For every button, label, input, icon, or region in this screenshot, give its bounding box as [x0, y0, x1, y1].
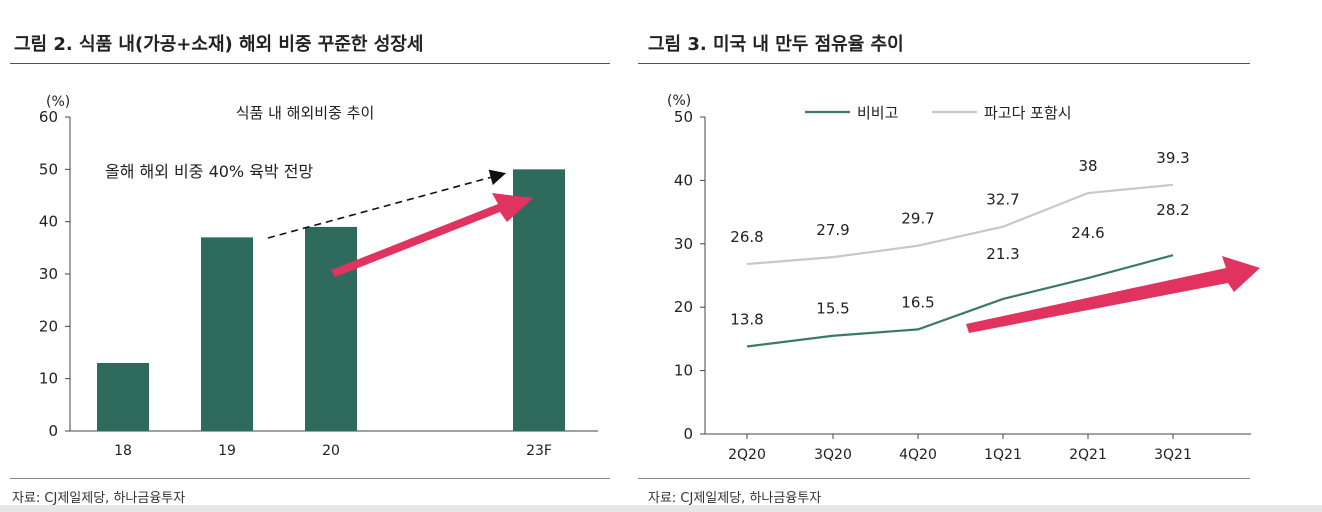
x-tick-label: 23F — [526, 443, 552, 459]
bar — [201, 237, 253, 431]
figure-2-panel: 그림 2. 식품 내(가공+소재) 해외 비중 꾸준한 성장세 (%) 0 10 20… — [0, 0, 630, 512]
figure-title: 그림 3. 미국 내 만두 점유율 추이 — [648, 34, 904, 55]
y-tick-label: 50 — [674, 108, 693, 126]
source-divider — [638, 478, 1250, 479]
x-tick-label: 1Q21 — [984, 447, 1022, 463]
y-tick-label: 40 — [674, 171, 693, 189]
source-note: 자료: CJ제일제당, 하나금융투자 — [12, 491, 186, 506]
title-divider — [638, 63, 1250, 64]
bar — [305, 226, 357, 431]
data-label: 13.8 — [730, 311, 763, 329]
y-axis-unit-label: (%) — [667, 93, 691, 109]
series-line — [746, 183, 1174, 266]
y-tick-label: 10 — [674, 362, 693, 380]
bottom-scrollbar-track — [0, 505, 1322, 512]
bar — [513, 169, 565, 432]
line-chart: (%) 0 10 20 30 40 50 2Q20 3Q20 4Q20 1Q21 2Q21 3Q21 26… — [667, 93, 1260, 463]
y-tick-label: 10 — [39, 370, 58, 388]
chart-annotation: 올해 해외 비중 40% 육박 전망 — [105, 162, 313, 181]
x-tick-label: 2Q21 — [1069, 447, 1107, 463]
x-tick-label: 18 — [114, 443, 132, 459]
y-tick-label: 30 — [39, 265, 58, 283]
data-label: 27.9 — [816, 221, 849, 239]
data-label: 29.7 — [901, 210, 934, 228]
x-tick-label: 4Q20 — [899, 447, 937, 463]
x-tick-label: 2Q20 — [728, 447, 766, 463]
source-divider — [10, 478, 610, 479]
data-label: 15.5 — [816, 300, 849, 318]
series-line — [746, 254, 1174, 348]
y-tick-label: 40 — [39, 213, 58, 231]
data-label: 28.2 — [1156, 201, 1189, 219]
chart-title: 식품 내 해외비중 추이 — [236, 104, 375, 122]
x-tick-label: 3Q21 — [1154, 447, 1192, 463]
bar — [97, 362, 149, 431]
data-label: 39.3 — [1156, 149, 1189, 167]
growth-arrow — [966, 256, 1260, 333]
y-tick-label: 50 — [39, 160, 58, 178]
y-tick-label: 0 — [48, 422, 58, 440]
y-tick-label: 20 — [39, 317, 58, 335]
x-tick-label: 3Q20 — [814, 447, 852, 463]
title-divider — [10, 63, 610, 64]
y-tick-label: 20 — [674, 298, 693, 316]
y-tick-label: 60 — [39, 108, 58, 126]
data-label: 21.3 — [986, 245, 1019, 263]
y-tick-label: 30 — [674, 235, 693, 253]
legend-label: 비비고 — [857, 104, 898, 122]
growth-arrow — [331, 193, 533, 277]
x-tick-label: 19 — [218, 443, 236, 459]
source-note: 자료: CJ제일제당, 하나금융투자 — [648, 491, 822, 506]
data-label: 26.8 — [730, 228, 763, 246]
y-axis-unit-label: (%) — [46, 94, 70, 110]
dashed-trend-arrow — [267, 169, 507, 239]
y-tick-label: 0 — [683, 425, 693, 443]
figure-3-panel: 그림 3. 미국 내 만두 점유율 추이 (%) 0 10 20 30 40 50 2Q20 3… — [630, 0, 1322, 512]
data-label: 32.7 — [986, 191, 1019, 209]
data-label: 16.5 — [901, 293, 934, 311]
legend-label: 파고다 포함시 — [984, 104, 1072, 122]
data-label: 24.6 — [1071, 224, 1104, 242]
x-tick-label: 20 — [322, 443, 340, 459]
bar-chart: (%) 0 10 20 30 40 50 60 18 19 20 23F 식품 내 해외비중 추이올해 … — [39, 94, 598, 459]
data-label: 38 — [1078, 157, 1097, 175]
figure-title: 그림 2. 식품 내(가공+소재) 해외 비중 꾸준한 성장세 — [14, 34, 424, 55]
